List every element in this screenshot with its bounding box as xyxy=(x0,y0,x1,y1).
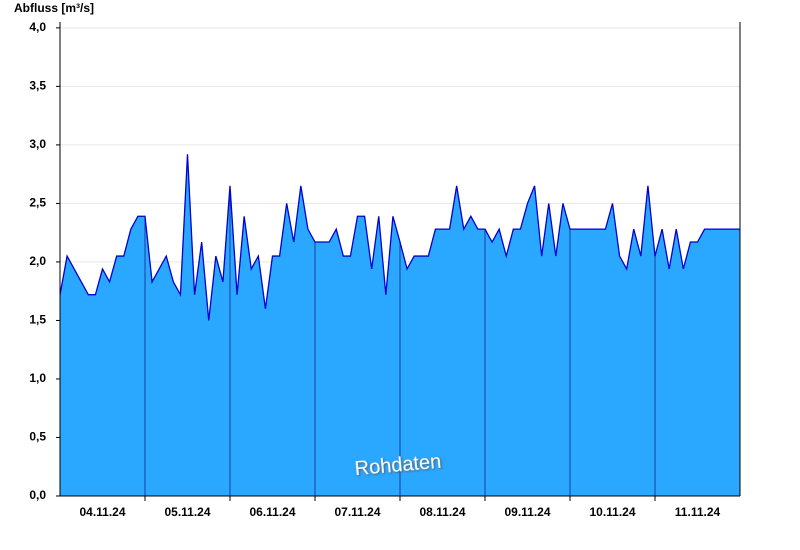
x-tick-label: 05.11.24 xyxy=(164,505,210,519)
x-tick-label: 04.11.24 xyxy=(79,505,125,519)
y-tick-label: 2,0 xyxy=(29,254,46,268)
y-tick-label: 2,5 xyxy=(29,196,46,210)
x-tick-label: 09.11.24 xyxy=(504,505,550,519)
y-tick-label: 0,0 xyxy=(29,488,46,502)
x-tick-label: 10.11.24 xyxy=(589,505,635,519)
y-tick-label: 0,5 xyxy=(29,430,46,444)
x-tick-label: 11.11.24 xyxy=(675,505,721,519)
y-tick-label: 3,0 xyxy=(29,137,46,151)
x-tick-label: 08.11.24 xyxy=(419,505,465,519)
y-tick-label: 1,0 xyxy=(29,371,46,385)
y-tick-label: 4,0 xyxy=(29,20,46,34)
x-tick-label: 06.11.24 xyxy=(249,505,295,519)
y-tick-label: 3,5 xyxy=(29,79,46,93)
y-axis-label: Abfluss [m³/s] xyxy=(14,1,94,15)
area-line xyxy=(59,154,740,321)
y-tick-label: 1,5 xyxy=(29,313,46,327)
x-tick-label: 07.11.24 xyxy=(334,505,380,519)
